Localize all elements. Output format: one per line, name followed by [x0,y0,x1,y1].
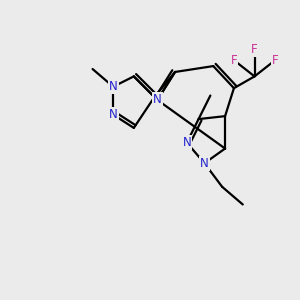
Text: N: N [153,93,162,106]
Text: N: N [109,80,118,93]
Text: N: N [200,157,209,170]
Text: F: F [251,44,258,56]
Text: F: F [272,54,278,67]
Text: N: N [182,136,191,149]
Text: F: F [231,54,237,67]
Text: N: N [109,108,118,121]
